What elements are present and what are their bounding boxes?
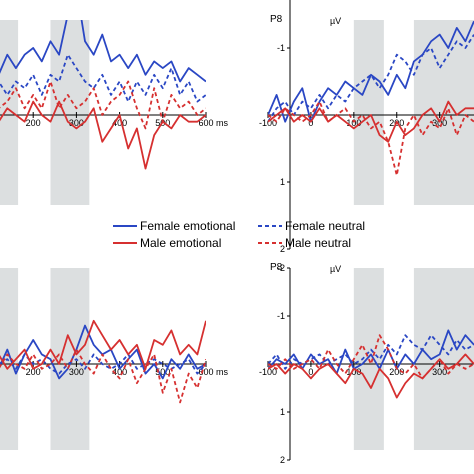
x-tick-label: 200 xyxy=(26,118,41,128)
legend-item-male-neutral: Male neutral xyxy=(258,236,351,250)
x-tick-label: 300 xyxy=(69,118,84,128)
x-tick-label: 200 xyxy=(389,367,404,377)
shaded-window xyxy=(0,20,19,205)
x-unit-label: ms xyxy=(216,367,228,377)
y-axis-label: µV xyxy=(330,264,341,274)
x-tick-label: 400 xyxy=(112,367,127,377)
x-tick-label: -100 xyxy=(259,118,277,128)
x-tick-label: 600 xyxy=(198,118,213,128)
y-tick-label: 1 xyxy=(280,177,285,187)
x-tick-label: 400 xyxy=(112,118,127,128)
y-axis-label: µV xyxy=(330,16,341,26)
series-line-male-emotional xyxy=(268,100,474,143)
x-tick-label: 0 xyxy=(308,118,313,128)
x-tick-label: 500 xyxy=(155,367,170,377)
x-tick-label: -100 xyxy=(259,367,277,377)
legend-item-female-emotional: Female emotional xyxy=(113,219,235,233)
x-tick-label: 300 xyxy=(432,367,447,377)
x-unit-label: ms xyxy=(216,118,228,128)
legend-label-male-emotional: Male emotional xyxy=(140,236,221,250)
shaded-window xyxy=(413,268,474,450)
electrode-label: P8 xyxy=(270,262,283,273)
y-tick-label: -1 xyxy=(277,43,285,53)
legend-label-male-neutral: Male neutral xyxy=(285,236,351,250)
x-tick-label: 100 xyxy=(346,118,361,128)
x-tick-label: 100 xyxy=(346,367,361,377)
panel-bottom-left: 200 300 400 500 600 ms xyxy=(0,268,228,450)
series-line-male-neutral xyxy=(268,100,474,177)
legend-label-female-emotional: Female emotional xyxy=(140,219,235,233)
series-line-male-emotional xyxy=(0,100,206,170)
series-line-male-neutral xyxy=(268,334,474,380)
series-line-male-emotional xyxy=(0,319,206,370)
electrode-label: P8 xyxy=(270,14,283,25)
x-tick-label: 0 xyxy=(308,367,313,377)
series-line-female-neutral xyxy=(0,353,206,375)
shaded-window xyxy=(353,268,384,450)
legend-label-female-neutral: Female neutral xyxy=(285,219,365,233)
x-tick-label: 300 xyxy=(69,367,84,377)
shaded-window xyxy=(50,20,90,205)
series-line-male-neutral xyxy=(0,80,206,130)
series-line-female-emotional xyxy=(0,20,206,83)
legend: Female emotional Female neutral Male emo… xyxy=(113,219,365,250)
x-tick-label: 300 xyxy=(432,118,447,128)
y-tick-label: 2 xyxy=(280,244,285,254)
x-tick-label: 200 xyxy=(26,367,41,377)
y-tick-label: 2 xyxy=(280,455,285,465)
y-tick-label: 1 xyxy=(280,407,285,417)
y-tick-label: -1 xyxy=(277,311,285,321)
series-line-male-emotional xyxy=(268,353,474,399)
series-line-female-emotional xyxy=(268,20,474,123)
shaded-window xyxy=(0,268,19,450)
shaded-window xyxy=(353,20,384,205)
panel-bottom-right: -100 0 100 200 300 -2 -1 1 2 µV P8 xyxy=(259,262,474,465)
panel-top-left: 200 300 400 500 600 ms xyxy=(0,20,228,205)
series-line-female-neutral xyxy=(268,34,474,123)
series-line-female-neutral xyxy=(0,53,206,103)
legend-item-male-emotional: Male emotional xyxy=(113,236,221,250)
x-tick-label: 600 xyxy=(198,367,213,377)
y-tick-label: -2 xyxy=(277,263,285,273)
legend-item-female-neutral: Female neutral xyxy=(258,219,365,233)
